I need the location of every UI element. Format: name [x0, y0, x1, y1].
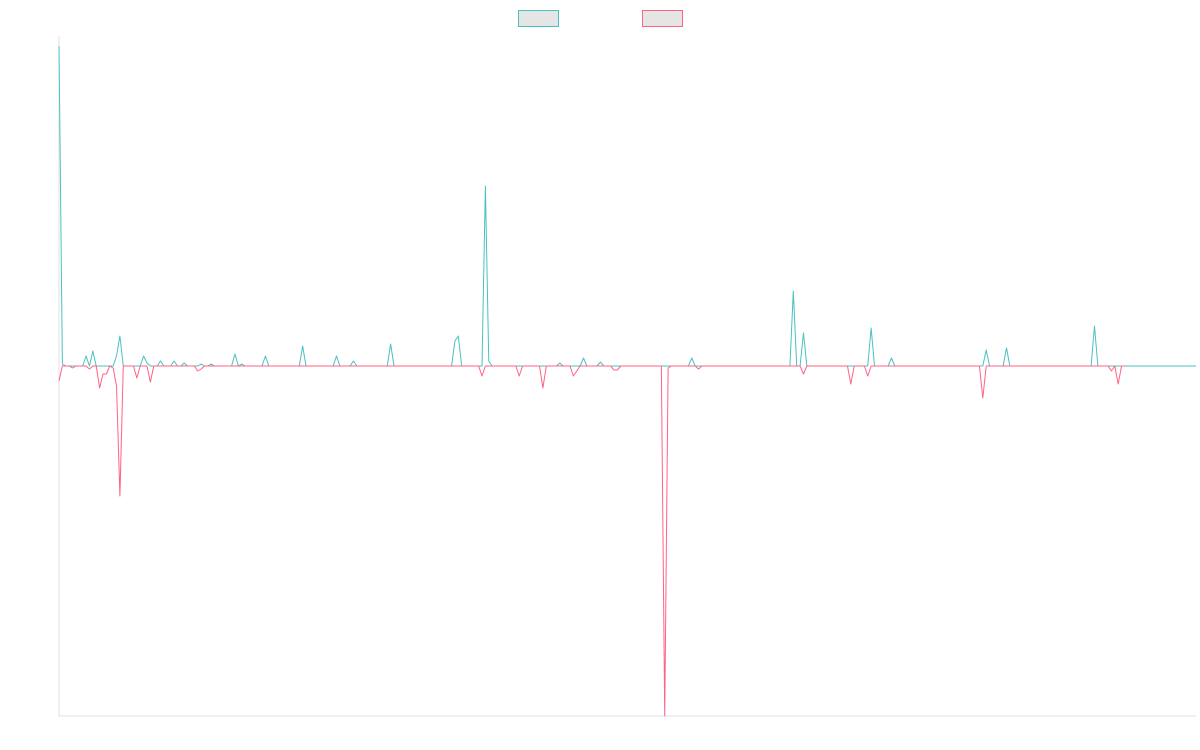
series-line-2	[58, 365, 1125, 717]
legend	[518, 10, 683, 27]
legend-item-1[interactable]	[518, 10, 559, 27]
legend-item-2[interactable]	[642, 10, 683, 27]
series-line-1	[58, 45, 1196, 367]
legend-swatch-1[interactable]	[518, 10, 559, 27]
series-layer	[58, 45, 1196, 717]
legend-swatch-2[interactable]	[642, 10, 683, 27]
